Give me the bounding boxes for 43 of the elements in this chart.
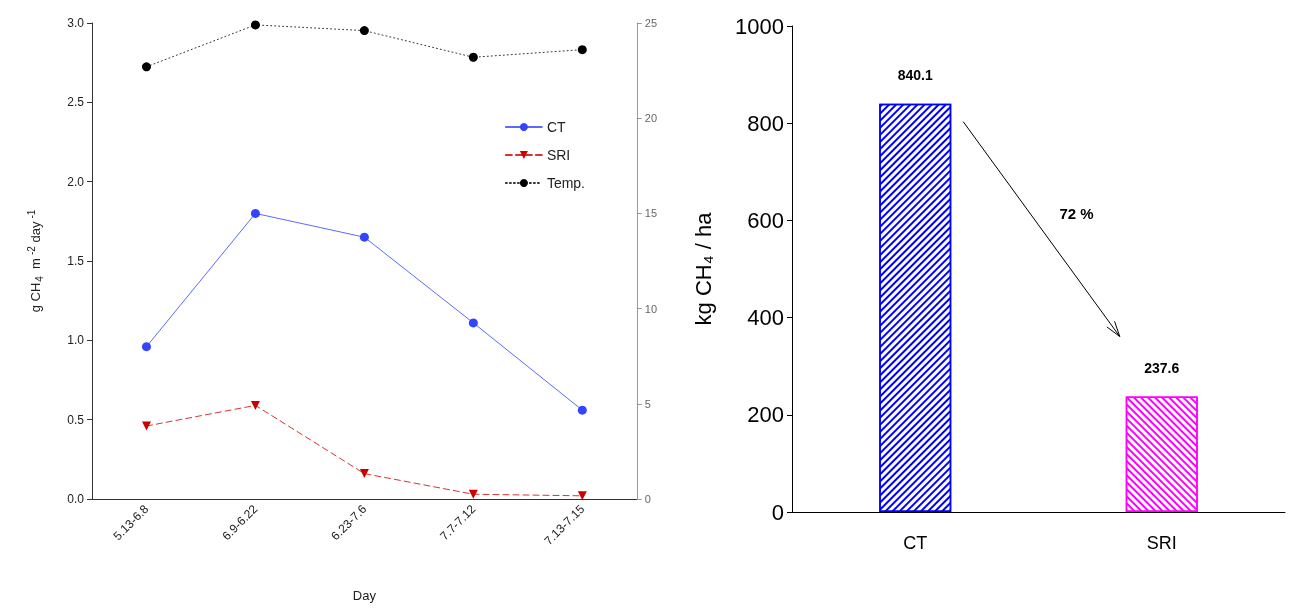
point [141, 342, 151, 352]
point [250, 208, 260, 218]
x-tick-label: SRI [1146, 533, 1177, 553]
y2-tick-label: 10 [644, 302, 658, 315]
y-tick-label: 1000 [735, 13, 784, 39]
y-tick-label: 400 [747, 305, 784, 331]
legend-label: SRI [546, 147, 571, 163]
y2-tick-label: 20 [644, 112, 658, 125]
point [359, 469, 369, 479]
data-label: 237.6 [1144, 359, 1180, 376]
y2-tick-label: 5 [644, 397, 651, 410]
data-label: 840.1 [897, 66, 933, 83]
point [250, 20, 260, 30]
y-tick-label: 3.0 [67, 16, 85, 30]
y-tick-label: 1.0 [67, 333, 85, 348]
y-tick-label: 600 [747, 207, 784, 233]
x-axis-title: Day [352, 588, 377, 603]
point [141, 62, 151, 72]
y-axis-title: g CH4 m-2 day-1 [25, 209, 45, 313]
y2-tick-label: 0 [644, 493, 651, 505]
point [468, 52, 478, 62]
y-tick-label: 200 [747, 402, 784, 428]
y2-tick-label: 15 [644, 207, 658, 220]
point [359, 232, 369, 242]
legend-label: CT [546, 119, 566, 135]
annotation: 72 % [1059, 205, 1094, 223]
point [359, 26, 369, 36]
y-tick-label: 0.5 [67, 412, 85, 427]
point [468, 318, 478, 328]
point [577, 491, 587, 501]
y-tick-label: 2.0 [67, 174, 85, 189]
y2-tick-label: 25 [644, 17, 658, 29]
x-tick-label: CT [903, 533, 928, 553]
y-tick-label: 0 [771, 499, 784, 525]
y-tick-label: 0.0 [67, 492, 85, 506]
point [250, 400, 260, 410]
y-axis-title: kg CH₄ / ha [690, 211, 716, 326]
point [577, 45, 587, 55]
y-tick-label: 2.5 [67, 95, 85, 110]
y-tick-label: 1.5 [67, 254, 85, 268]
y-tick-label: 800 [747, 110, 784, 136]
legend-label: Temp. [546, 175, 585, 191]
point [577, 405, 587, 415]
